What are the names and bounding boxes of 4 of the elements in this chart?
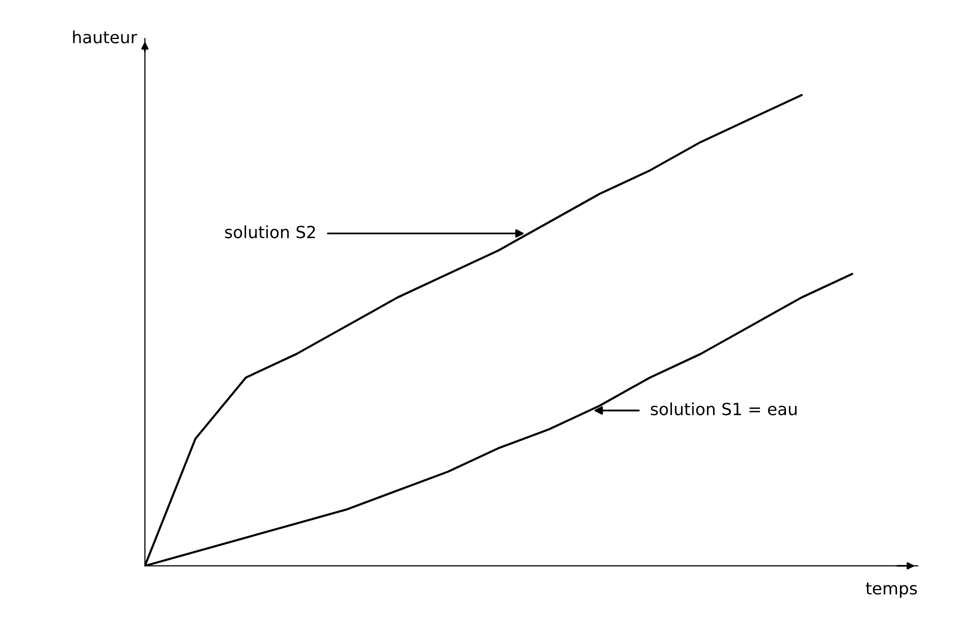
- annotation: solution S2: [225, 225, 315, 238]
- x-axis-title: temps: [866, 582, 917, 598]
- y-axis-title: hauteur: [73, 30, 138, 44]
- annotation: solution S1 = eau: [650, 402, 797, 416]
